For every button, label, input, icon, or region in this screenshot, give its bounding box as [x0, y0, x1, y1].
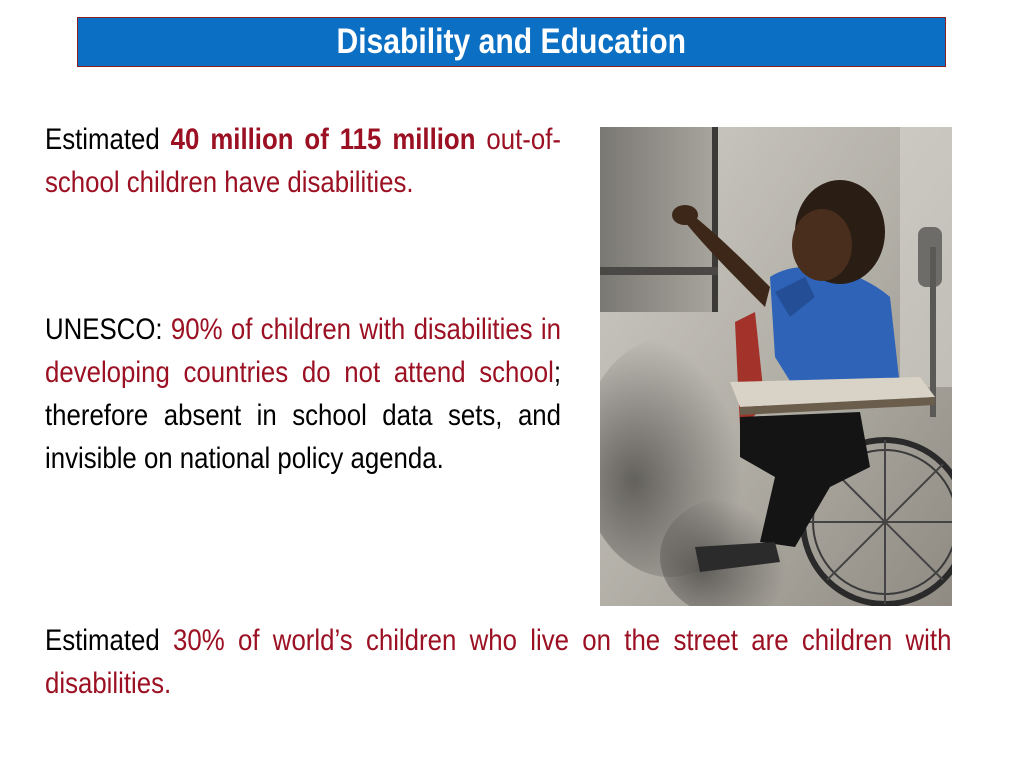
slide-title: Disability and Education — [336, 22, 687, 61]
p2-highlight: 90% of children with disabilities in dev… — [45, 313, 561, 389]
p2-rest: ; therefore absent in school data sets, … — [45, 356, 561, 475]
paragraph-out-of-school: Estimated 40 million of 115 million out-… — [45, 118, 561, 204]
paragraph-street-children: Estimated 30% of world’s children who li… — [45, 619, 951, 705]
p2-lead: UNESCO: — [45, 313, 171, 346]
p1-highlight: out-of-school children have disabilities… — [45, 123, 561, 199]
p3-lead: Estimated — [45, 624, 174, 657]
p3-highlight: 30% of world’s children who live on the … — [45, 624, 952, 700]
p1-highlight-bold: 40 million of 115 million — [170, 123, 476, 156]
p1-lead: Estimated — [45, 123, 171, 156]
photo-child-wheelchair-icon — [600, 127, 952, 606]
paragraph-unesco: UNESCO: 90% of children with disabilitie… — [45, 308, 561, 480]
title-bar: Disability and Education — [77, 17, 946, 67]
